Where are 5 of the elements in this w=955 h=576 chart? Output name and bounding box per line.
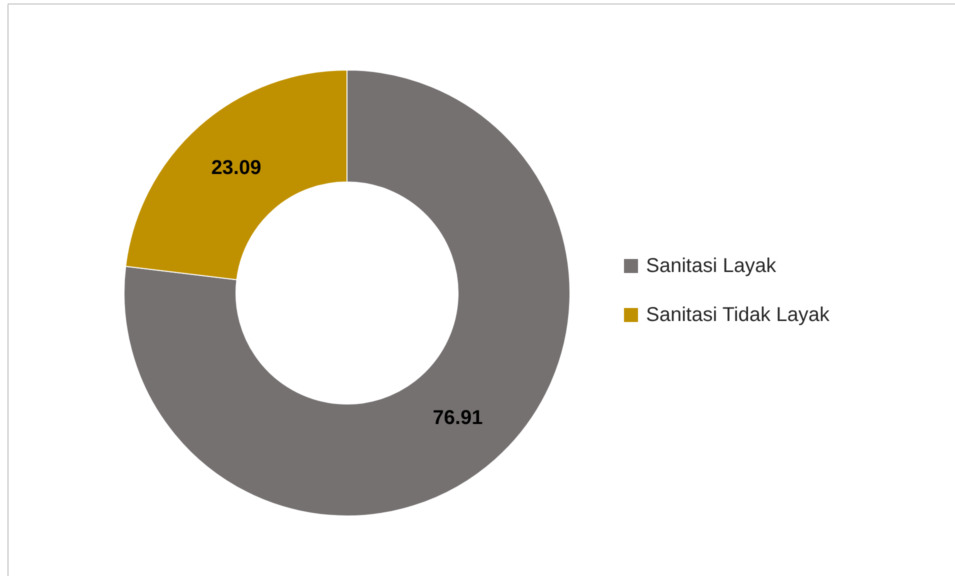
data-label: 23.09 [211,157,262,180]
donut-slice [124,70,570,516]
legend-label: Sanitasi Tidak Layak [646,304,830,326]
legend-label: Sanitasi Layak [646,255,778,277]
data-label: 76.91 [432,406,483,429]
